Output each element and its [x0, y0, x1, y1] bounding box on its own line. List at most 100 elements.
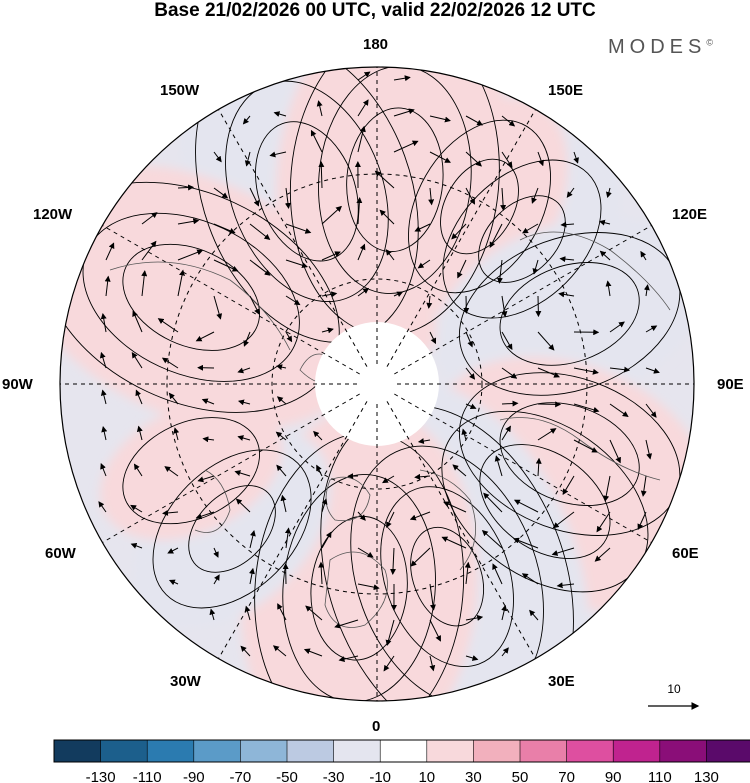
- contour-line: [282, 474, 436, 701]
- colorbar-swatch: [54, 740, 102, 762]
- wind-arrow: [284, 187, 291, 209]
- wind-arrow: [316, 100, 323, 117]
- wind-arrow: [280, 494, 287, 513]
- colorbar-swatch: [287, 740, 335, 762]
- lon-label-30e: 30E: [548, 673, 575, 690]
- wind-arrow: [465, 367, 476, 380]
- wind-arrow: [164, 466, 179, 477]
- wind-arrow: [213, 151, 222, 163]
- polar-cap: [315, 322, 439, 446]
- wind-arrow: [249, 223, 271, 240]
- wind-arrow: [465, 115, 484, 126]
- wind-arrow: [637, 511, 647, 531]
- wind-arrow: [429, 583, 436, 611]
- anomaly-ring: [100, 401, 283, 540]
- wind-arrow: [356, 197, 363, 225]
- wind-arrow: [609, 403, 629, 417]
- lon-label-30w: 30W: [170, 673, 201, 690]
- wind-arrow: [357, 125, 366, 153]
- wind-arrow: [244, 151, 251, 167]
- contour-line: [380, 486, 514, 668]
- wind-arrow: [409, 511, 431, 521]
- colorbar-swatch: [613, 740, 661, 762]
- wind-arrow: [276, 364, 287, 371]
- wind-arrow: [321, 327, 334, 334]
- wind-arrow: [537, 367, 561, 378]
- contour-line: [122, 243, 260, 351]
- meridian-line: [102, 393, 360, 543]
- wind-arrow: [213, 187, 229, 199]
- contour-line: [499, 402, 640, 506]
- wind-arrow: [104, 275, 111, 297]
- contour-line: [442, 159, 602, 319]
- lon-label-180: 180: [363, 36, 389, 53]
- wind-arrow: [393, 140, 419, 153]
- wind-arrow: [603, 475, 611, 502]
- colorbar-swatch: [566, 740, 614, 762]
- meridian-line: [218, 109, 368, 367]
- colorbar-swatch: [473, 740, 521, 762]
- wind-arrow: [385, 249, 395, 261]
- wind-arrow: [141, 240, 157, 261]
- wind-arrow: [609, 439, 621, 464]
- colorbar-swatch: [100, 740, 148, 762]
- wind-arrow: [157, 318, 179, 333]
- colorbar-swatch: [193, 740, 241, 762]
- contour-line: [152, 449, 312, 609]
- wind-arrow: [177, 249, 204, 261]
- wind-arrow: [640, 475, 647, 497]
- wind-arrow: [249, 259, 271, 276]
- wind-arrow: [501, 604, 508, 621]
- wind-arrow: [195, 331, 215, 342]
- colorbar-swatch: [333, 740, 381, 762]
- wind-arrow: [234, 470, 251, 477]
- wind-arrow: [643, 284, 650, 297]
- wind-arrow: [162, 509, 179, 516]
- wind-arrow: [451, 223, 467, 240]
- wind-arrow: [609, 321, 625, 333]
- wind-arrow: [275, 431, 287, 441]
- wind-arrow: [313, 430, 323, 441]
- lon-label-150e: 150E: [548, 82, 584, 99]
- wind-arrow: [249, 567, 255, 585]
- wind-arrow: [429, 115, 451, 123]
- wind-arrow: [195, 511, 215, 520]
- contour-line: [255, 121, 359, 262]
- wind-arrow: [240, 645, 251, 657]
- wind-arrow: [573, 403, 600, 413]
- wind-arrow: [357, 547, 374, 558]
- wind-arrow: [285, 331, 293, 343]
- wind-arrow: [357, 71, 371, 81]
- wind-arrow: [209, 608, 216, 621]
- lon-label-90w: 90W: [2, 376, 33, 393]
- wind-arrow: [269, 151, 287, 158]
- wind-arrow: [357, 243, 366, 261]
- meridian-line: [102, 225, 360, 375]
- wind-arrow: [168, 579, 179, 586]
- wind-arrow: [537, 331, 555, 351]
- wind-arrow: [133, 463, 143, 477]
- wind-arrow: [105, 242, 115, 261]
- wind-arrow: [414, 223, 431, 232]
- wind-arrow: [285, 295, 301, 306]
- wind-arrow: [552, 511, 575, 529]
- wind-arrow: [135, 389, 143, 405]
- wind-arrow: [501, 115, 516, 127]
- wind-arrow: [410, 547, 431, 567]
- colorbar-tick-label: -70: [230, 769, 252, 783]
- wind-arrow: [235, 498, 251, 513]
- contour-line: [478, 195, 566, 283]
- wind-arrow: [321, 531, 332, 549]
- wind-arrow: [338, 655, 359, 663]
- wind-arrow: [452, 464, 467, 477]
- wind-arrow: [177, 269, 185, 297]
- colorbar-tick-label: -50: [276, 769, 298, 783]
- wind-arrow: [385, 619, 395, 647]
- wind-arrow: [465, 403, 477, 410]
- wind-arrow: [560, 221, 575, 228]
- wind-arrow: [285, 259, 308, 269]
- wind-arrow: [101, 425, 108, 441]
- wind-arrow: [197, 475, 215, 483]
- wind-arrow: [645, 439, 653, 460]
